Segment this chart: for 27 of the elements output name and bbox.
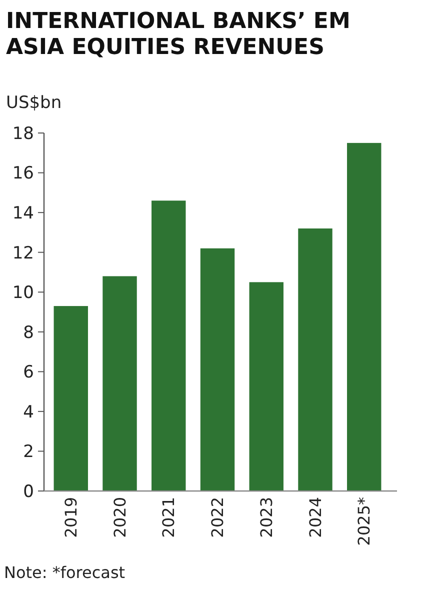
x-tick-label: 2024: [306, 497, 325, 538]
x-tick-label: 2019: [61, 497, 80, 538]
x-tick-label: 2025*: [354, 497, 374, 546]
y-tick-label: 0: [23, 482, 34, 502]
y-tick-label: 16: [12, 164, 34, 184]
bar: [200, 248, 235, 491]
bar: [152, 200, 186, 491]
bar: [347, 142, 382, 491]
y-tick-label: 12: [12, 243, 34, 264]
y-tick-label: 14: [12, 204, 34, 224]
x-tick-label: 2021: [159, 497, 178, 538]
y-tick-label: 18: [12, 124, 34, 144]
bar: [249, 282, 284, 491]
text: Note: *forecast: [4, 563, 126, 582]
y-tick-label: 4: [23, 402, 34, 422]
y-axis-title: US$bn: [6, 93, 62, 113]
x-tick-label: 2020: [110, 497, 130, 538]
x-tick-label: 2022: [208, 497, 228, 538]
bar: [298, 228, 332, 491]
y-tick-label: 6: [23, 362, 34, 383]
chart-title: INTERNATIONAL BANKS’ EM ASIA EQUITIES REVENUES: [6, 9, 350, 60]
y-tick-label: 10: [12, 283, 34, 304]
y-tick-label: 2: [23, 442, 34, 462]
y-tick-label: 8: [23, 322, 34, 343]
bar: [102, 276, 137, 491]
x-tick-label: 2023: [256, 497, 276, 538]
bar: [54, 306, 88, 491]
